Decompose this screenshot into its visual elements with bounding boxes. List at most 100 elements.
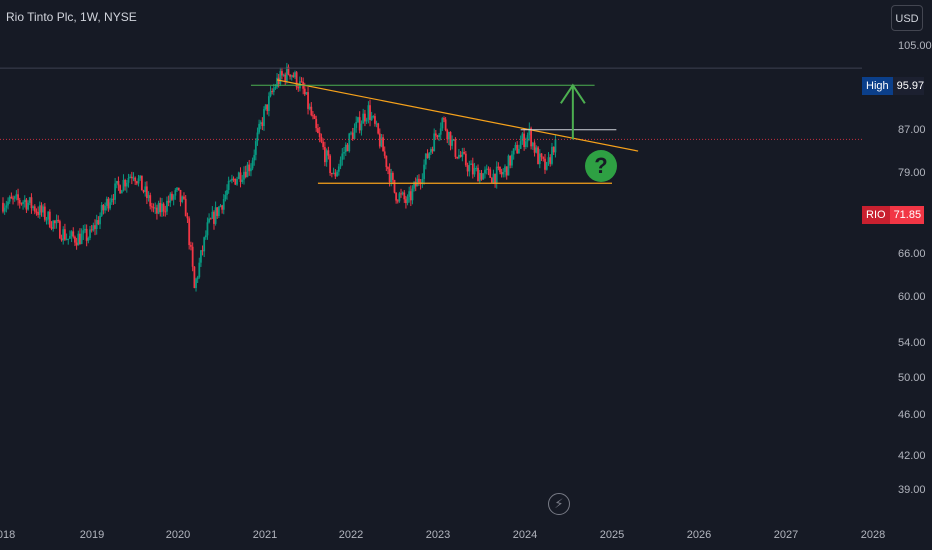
- time-tick: 2019: [79, 529, 105, 541]
- candle-body: [198, 262, 201, 278]
- candle-body: [2, 202, 4, 212]
- candle-body: [353, 127, 356, 139]
- candle-body: [55, 219, 58, 224]
- candle-body: [119, 185, 122, 194]
- candle-body: [195, 279, 197, 288]
- candle-body: [544, 158, 546, 170]
- candle-body: [200, 250, 202, 263]
- candle-body: [330, 173, 333, 175]
- candle-body: [176, 187, 178, 191]
- candle-body: [266, 104, 269, 111]
- candle-body: [110, 198, 113, 203]
- candle-body: [144, 186, 147, 192]
- candle-body: [30, 197, 33, 209]
- candle-body: [232, 178, 235, 180]
- candle-body: [171, 193, 173, 200]
- candle-body: [497, 166, 500, 168]
- candle-body: [408, 191, 411, 197]
- candle-body: [209, 218, 212, 220]
- candle-body: [186, 216, 189, 219]
- candle-body: [446, 130, 449, 140]
- candle-body: [72, 231, 75, 237]
- candle-body: [406, 196, 409, 204]
- candle-body: [82, 230, 85, 234]
- candle-body: [109, 202, 111, 209]
- candle-body: [418, 178, 420, 183]
- candle-body: [208, 218, 210, 223]
- candle-body: [500, 172, 503, 175]
- candle-body: [35, 211, 38, 213]
- candle-body: [67, 238, 70, 240]
- candle-body: [239, 172, 242, 182]
- candle-body: [530, 128, 532, 147]
- candle-body: [157, 202, 160, 214]
- currency-button[interactable]: USD: [891, 5, 923, 31]
- last-price-symbol: RIO: [862, 206, 890, 224]
- candle-body: [509, 155, 512, 166]
- candle-body: [284, 74, 287, 82]
- candle-body: [69, 236, 71, 239]
- candle-body: [8, 196, 11, 202]
- candle-body: [478, 172, 481, 182]
- candle-body: [130, 176, 133, 179]
- high-price-badge: High 95.97: [862, 77, 924, 95]
- descending-trendline: [276, 79, 639, 152]
- candle-body: [504, 166, 506, 173]
- candle-body: [495, 166, 498, 184]
- candle-body: [261, 122, 264, 126]
- candle-body: [272, 88, 275, 93]
- time-tick: 2023: [425, 529, 451, 541]
- high-label: High: [862, 77, 893, 95]
- candle-body: [90, 229, 93, 231]
- candle-body: [405, 199, 407, 204]
- candle-body: [89, 229, 91, 238]
- candle-body: [305, 92, 308, 95]
- candle-body: [84, 228, 86, 231]
- candle-body: [135, 181, 138, 184]
- candle-body: [161, 203, 163, 213]
- candle-body: [179, 190, 182, 202]
- candle-body: [457, 154, 460, 159]
- candle-body: [475, 167, 478, 169]
- candle-body: [318, 132, 321, 138]
- candle-body: [480, 172, 483, 180]
- candle-body: [521, 133, 524, 142]
- candle-body: [523, 133, 526, 147]
- candle-body: [156, 207, 158, 214]
- candle-body: [430, 149, 432, 153]
- candle-body: [409, 191, 412, 201]
- candle-body: [92, 225, 95, 231]
- candle-body: [528, 128, 531, 136]
- candle-body: [313, 115, 316, 119]
- candle-body: [295, 72, 298, 88]
- candle-body: [388, 168, 391, 183]
- candle-body: [325, 150, 328, 163]
- candle-body: [122, 179, 125, 191]
- candle-body: [285, 66, 288, 82]
- candle-body: [463, 152, 465, 154]
- candle-body: [551, 146, 553, 164]
- candle-body: [100, 205, 103, 216]
- candle-body: [403, 192, 406, 200]
- candle-body: [421, 179, 424, 184]
- lightning-icon[interactable]: ⚡: [548, 493, 570, 515]
- candle-body: [360, 123, 363, 131]
- candle-body: [152, 207, 155, 209]
- candle-body: [20, 203, 23, 205]
- candle-body: [256, 132, 259, 142]
- candle-body: [174, 190, 177, 196]
- candle-body: [250, 168, 252, 172]
- candle-body: [48, 211, 51, 228]
- candle-body: [444, 119, 447, 131]
- candle-body: [433, 133, 436, 152]
- candle-body: [542, 157, 545, 159]
- candle-body: [204, 235, 207, 238]
- candle-body: [177, 187, 180, 191]
- candle-body: [264, 104, 267, 110]
- candle-body: [439, 128, 442, 135]
- time-tick: 2026: [686, 529, 712, 541]
- candle-body: [95, 220, 98, 229]
- candle-body: [324, 147, 326, 163]
- candle-body: [149, 195, 152, 207]
